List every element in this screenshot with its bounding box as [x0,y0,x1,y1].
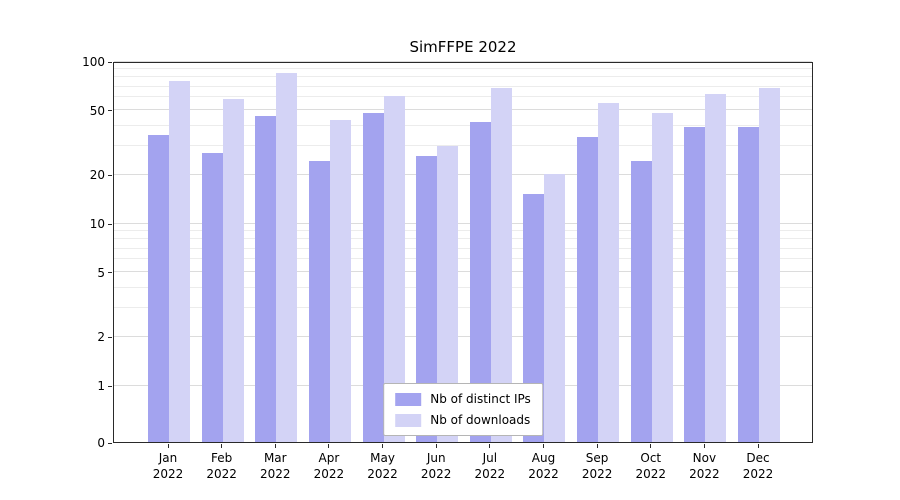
x-tick-label-jan-2022: Jan 2022 [152,451,184,481]
y-tick-label-1: 1 [97,379,105,393]
bar-nb-of-distinct-ips-dec-2022 [738,127,760,442]
bar-nb-of-downloads-sep-2022 [598,103,620,442]
bar-nb-of-distinct-ips-sep-2022 [577,136,599,442]
y-tick-label-10: 10 [89,217,105,231]
x-tick-mark-mar-2022 [274,444,276,448]
x-tick-label-may-2022: May 2022 [367,451,398,481]
gridline-80 [114,76,812,78]
bar-nb-of-distinct-ips-oct-2022 [630,161,652,442]
y-tick-mark-5 [108,272,112,274]
gridline-4 [114,286,812,288]
gridline-10 [114,222,812,224]
bar-nb-of-downloads-nov-2022 [705,93,727,442]
gridline-6 [114,258,812,260]
bar-nb-of-downloads-aug-2022 [544,174,566,442]
x-tick-label-aug-2022: Aug 2022 [528,451,559,481]
legend-label-nb-of-distinct-ips: Nb of distinct IPs [430,392,531,406]
y-tick-label-20: 20 [89,168,105,183]
bar-nb-of-distinct-ips-jun-2022 [416,155,438,442]
x-tick-label-dec-2022: Dec 2022 [742,451,774,481]
x-tick-mark-aug-2022 [542,444,544,448]
gridline-90 [114,67,812,69]
gridline-70 [114,85,812,87]
legend-swatch-nb-of-downloads [395,413,422,427]
x-tick-mark-apr-2022 [328,444,330,448]
bar-nb-of-distinct-ips-may-2022 [362,112,384,442]
x-tick-label-oct-2022: Oct 2022 [635,451,667,481]
bar-nb-of-downloads-may-2022 [383,95,405,442]
bar-nb-of-downloads-dec-2022 [759,88,781,442]
y-tick-label-5: 5 [97,265,105,280]
x-tick-label-feb-2022: Feb 2022 [206,451,237,481]
y-tick-mark-100 [108,61,112,63]
x-tick-mark-jul-2022 [489,444,491,448]
bar-nb-of-distinct-ips-jul-2022 [469,122,491,442]
gridline-3 [114,307,812,309]
bar-nb-of-distinct-ips-apr-2022 [308,161,330,442]
gridline-60 [114,96,812,98]
x-tick-label-apr-2022: Apr 2022 [313,451,345,481]
y-tick-label-50: 50 [89,103,105,118]
x-tick-mark-dec-2022 [757,444,759,448]
bar-nb-of-distinct-ips-aug-2022 [523,194,545,442]
x-tick-mark-feb-2022 [221,444,223,448]
legend-item-nb-of-downloads: Nb of downloads [395,413,531,427]
legend: Nb of distinct IPs Nb of downloads [383,383,543,436]
bar-nb-of-downloads-feb-2022 [222,99,244,442]
gridline-9 [114,229,812,231]
y-tick-mark-2 [108,336,112,338]
bar-nb-of-downloads-oct-2022 [651,112,673,442]
y-tick-mark-10 [108,223,112,225]
y-tick-label-100: 100 [82,55,105,69]
gridline-30 [114,145,812,147]
bar-nb-of-downloads-jan-2022 [169,81,190,442]
gridline-8 [114,238,812,240]
bar-nb-of-distinct-ips-mar-2022 [255,115,277,442]
gridline-2 [114,335,812,337]
y-tick-mark-0 [108,442,112,444]
x-tick-mark-oct-2022 [650,444,652,448]
bar-nb-of-distinct-ips-feb-2022 [201,153,223,442]
gridline-5 [114,271,812,273]
x-tick-label-jun-2022: Jun 2022 [420,451,452,481]
x-tick-mark-sep-2022 [596,444,598,448]
bar-nb-of-distinct-ips-jan-2022 [148,134,169,442]
x-tick-label-jul-2022: Jul 2022 [474,451,506,481]
x-tick-label-mar-2022: Mar 2022 [259,451,291,481]
gridline-100 [114,60,812,62]
bar-nb-of-distinct-ips-nov-2022 [684,127,706,442]
bar-nb-of-downloads-jun-2022 [437,145,459,442]
y-tick-mark-20 [108,174,112,176]
y-tick-mark-1 [108,385,112,387]
legend-item-nb-of-distinct-ips: Nb of distinct IPs [395,392,531,406]
y-tick-label-2: 2 [97,330,105,345]
gridline-40 [114,124,812,126]
x-tick-mark-nov-2022 [703,444,705,448]
gridline-7 [114,247,812,249]
gridline-20 [114,173,812,175]
x-tick-mark-jun-2022 [435,444,437,448]
gridline-50 [114,109,812,111]
x-tick-label-nov-2022: Nov 2022 [689,451,720,481]
bar-nb-of-downloads-mar-2022 [276,73,298,442]
legend-label-nb-of-downloads: Nb of downloads [430,413,531,427]
plot-area: Nb of distinct IPs Nb of downloads [113,60,813,443]
x-tick-mark-jan-2022 [167,444,169,448]
y-tick-mark-50 [108,110,112,112]
bar-nb-of-downloads-apr-2022 [329,120,351,442]
chart-title: SimFFPE 2022 [409,38,517,56]
y-tick-label-0: 0 [97,436,105,450]
x-tick-label-sep-2022: Sep 2022 [581,451,613,481]
bar-nb-of-downloads-jul-2022 [490,88,512,442]
legend-swatch-nb-of-distinct-ips [395,392,422,406]
x-tick-mark-may-2022 [382,444,384,448]
